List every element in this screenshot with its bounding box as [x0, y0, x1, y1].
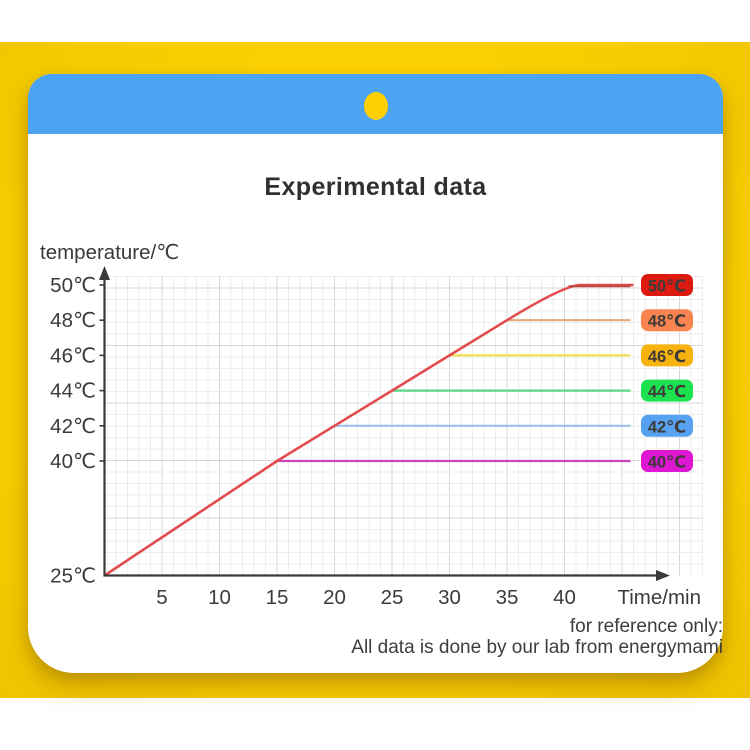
card-header-bar: [28, 74, 723, 134]
hanger-hole-dot: [363, 92, 388, 120]
footer-line-2: All data is done by our lab from energym…: [351, 637, 723, 658]
x-axis-arrow-icon: [656, 570, 670, 581]
badge-label-46: 46℃: [648, 348, 686, 366]
badge-42: [641, 414, 693, 437]
badge-label-48: 48℃: [648, 313, 686, 331]
x-tick-label: 40: [553, 586, 576, 609]
badge-label-44: 44℃: [648, 383, 686, 401]
card: Experimental data for reference only: Al…: [28, 74, 723, 673]
page-title: Experimental data: [264, 173, 487, 201]
badge-46: [641, 344, 693, 367]
badge-44: [641, 379, 693, 402]
y-tick-label: 25℃: [50, 565, 96, 588]
x-axis-title: Time/min: [617, 586, 701, 609]
y-tick-label: 50℃: [50, 274, 96, 297]
y-tick-label: 48℃: [50, 309, 96, 332]
x-tick-label: 15: [266, 586, 289, 609]
badge-50: [641, 274, 693, 296]
y-tick-label: 42℃: [50, 415, 96, 438]
badge-label-40: 40℃: [648, 454, 686, 472]
y-tick-label: 40℃: [50, 450, 96, 473]
y-tick-label: 46℃: [50, 344, 96, 367]
x-tick-label: 35: [496, 586, 519, 609]
footer-note: for reference only: All data is done by …: [351, 616, 723, 658]
y-axis-arrow-icon: [99, 266, 110, 280]
x-tick-label: 5: [156, 586, 167, 609]
x-tick-label: 25: [381, 586, 404, 609]
badge-48: [641, 309, 693, 332]
x-tick-label: 20: [323, 586, 346, 609]
x-tick-label: 10: [208, 586, 231, 609]
y-tick-label: 44℃: [50, 380, 96, 403]
badge-label-42: 42℃: [648, 418, 686, 436]
x-tick-label: 30: [438, 586, 461, 609]
y-axis-title: temperature/℃: [40, 241, 179, 264]
badge-40: [641, 450, 693, 472]
footer-line-1: for reference only:: [569, 616, 723, 637]
badge-label-50: 50℃: [648, 278, 686, 296]
